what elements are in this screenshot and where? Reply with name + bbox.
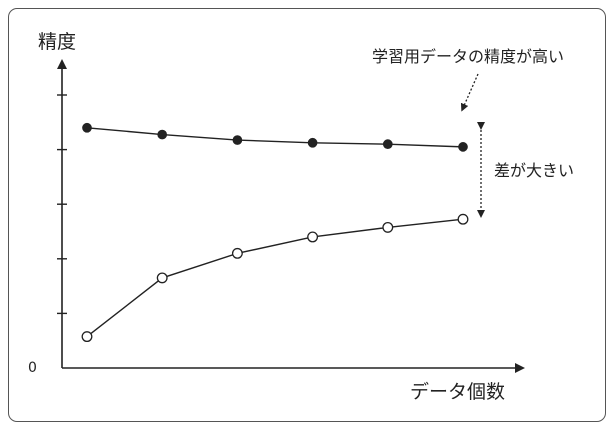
series-line-2 xyxy=(86,218,464,338)
series-2-point-6 xyxy=(457,213,469,225)
series-2-point-1 xyxy=(81,331,93,343)
chart-frame xyxy=(8,8,606,422)
series-2-point-4 xyxy=(307,231,319,243)
series-layer xyxy=(81,122,469,343)
annotation-gap-large: 差が大きい xyxy=(494,161,574,180)
series-2-point-2 xyxy=(156,272,168,284)
series-2-point-3 xyxy=(231,247,243,259)
series-1-point-5 xyxy=(382,139,393,149)
x-axis-label: データ個数 xyxy=(410,381,505,403)
series-1-point-3 xyxy=(232,135,243,145)
series-1-point-2 xyxy=(157,129,168,140)
y-tick-label-zero: 0 xyxy=(28,360,37,376)
series-1-point-4 xyxy=(307,137,318,148)
y-tick-marks xyxy=(57,94,67,315)
annotation-train-accuracy-high: 学習用データの精度が高い xyxy=(372,47,564,66)
series-1-point-6 xyxy=(458,142,468,152)
y-axis-label: 精度 xyxy=(38,31,76,53)
annotation-arrow-train xyxy=(460,73,479,112)
series-1-point-1 xyxy=(82,122,92,133)
series-2-point-5 xyxy=(382,221,394,233)
series-line-1 xyxy=(86,127,464,148)
